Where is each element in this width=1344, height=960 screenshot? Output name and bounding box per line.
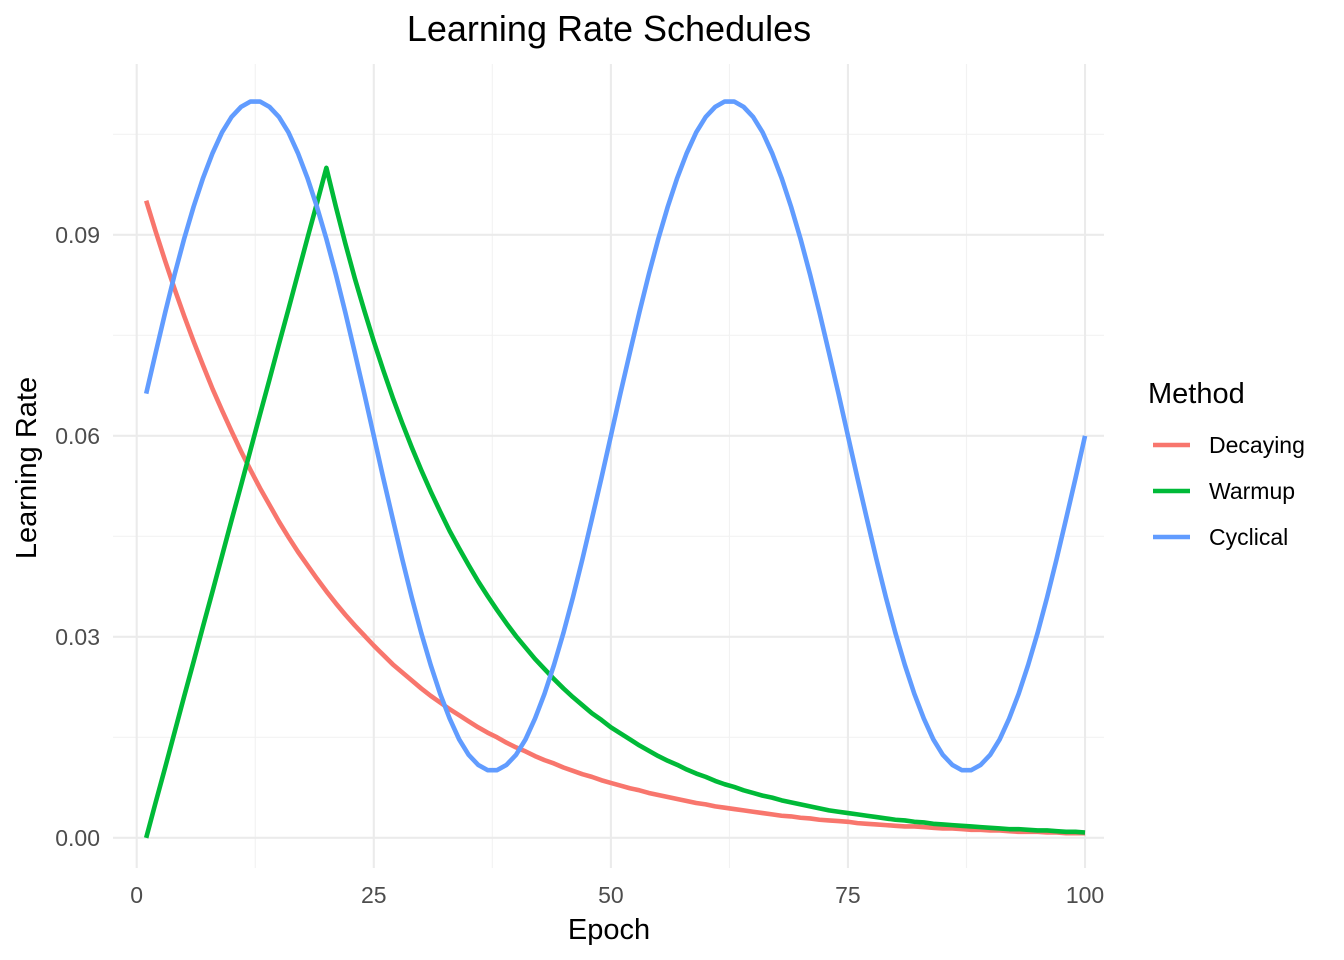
series-lines — [143, 99, 1088, 839]
chart-title: Learning Rate Schedules — [407, 8, 811, 49]
x-axis-title: Epoch — [568, 914, 650, 946]
legend-title: Method — [1148, 378, 1245, 410]
x-tick-label: 75 — [835, 882, 861, 908]
y-tick-label: 0.09 — [55, 222, 100, 248]
series-line-decaying — [143, 200, 1086, 836]
legend: Method Decaying Warmup Cyclical — [1148, 378, 1305, 550]
x-tick-label: 50 — [598, 882, 624, 908]
y-tick-label: 0.03 — [55, 624, 100, 650]
x-axis-ticks: 0 25 50 75 100 — [130, 882, 1104, 908]
series-line-warmup — [143, 165, 1086, 839]
x-tick-label: 100 — [1066, 882, 1104, 908]
grid — [113, 64, 1104, 868]
legend-label-warmup: Warmup — [1209, 478, 1295, 504]
y-tick-label: 0.00 — [55, 825, 100, 851]
x-tick-label: 0 — [130, 882, 143, 908]
y-tick-label: 0.06 — [55, 423, 100, 449]
legend-items: Decaying Warmup Cyclical — [1153, 432, 1305, 550]
y-axis-title: Learning Rate — [11, 377, 43, 559]
x-tick-label: 25 — [361, 882, 387, 908]
legend-label-cyclical: Cyclical — [1209, 524, 1288, 550]
legend-label-decaying: Decaying — [1209, 432, 1305, 458]
series-line-cyclical — [143, 99, 1088, 773]
y-axis-ticks: 0.00 0.03 0.06 0.09 — [55, 222, 100, 851]
